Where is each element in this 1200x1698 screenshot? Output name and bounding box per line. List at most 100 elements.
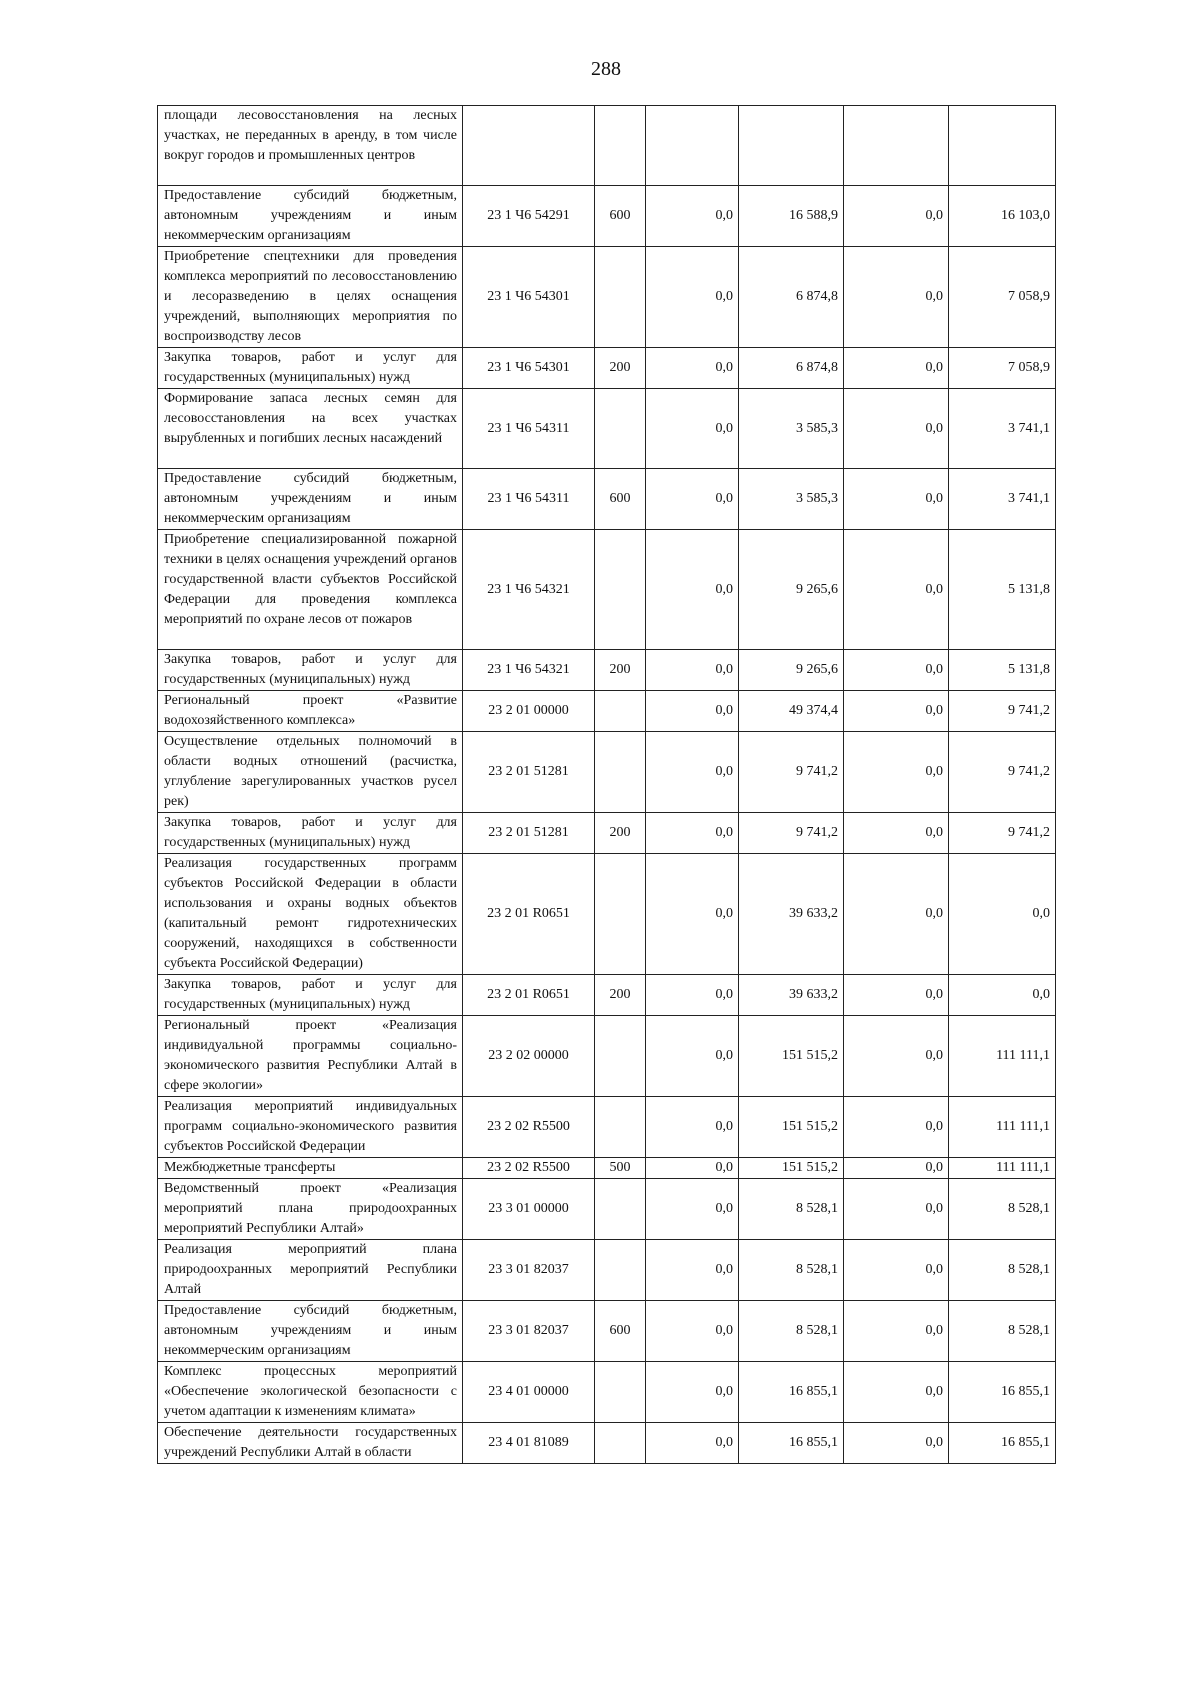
expense-type: 200 [594, 974, 646, 1016]
value-col-4: 3 741,1 [948, 468, 1056, 530]
value-col-4: 16 855,1 [948, 1422, 1056, 1464]
row-name: Закупка товаров, работ и услуг для госуд… [157, 649, 463, 691]
row-name: Комплекс процессных мероприятий «Обеспеч… [157, 1361, 463, 1423]
table-row: Комплекс процессных мероприятий «Обеспеч… [157, 1361, 1056, 1423]
value-col-2: 39 633,2 [738, 853, 844, 975]
table-row: Закупка товаров, работ и услуг для госуд… [157, 347, 1056, 389]
target-code: 23 1 Ч6 54301 [462, 246, 595, 348]
value-col-3: 0,0 [843, 185, 949, 247]
value-col-4: 16 855,1 [948, 1361, 1056, 1423]
table-row: Региональный проект «Развитие водохозяйс… [157, 690, 1056, 732]
value-col-1: 0,0 [645, 246, 739, 348]
value-col-1: 0,0 [645, 1422, 739, 1464]
value-col-3: 0,0 [843, 1300, 949, 1362]
expense-type [594, 1422, 646, 1464]
row-name: Региональный проект «Развитие водохозяйс… [157, 690, 463, 732]
value-col-2: 9 741,2 [738, 812, 844, 854]
row-name: Реализация государственных программ субъ… [157, 853, 463, 975]
value-col-2: 16 855,1 [738, 1361, 844, 1423]
table-row: Реализация мероприятий индивидуальных пр… [157, 1096, 1056, 1158]
target-code: 23 2 02 R5500 [462, 1096, 595, 1158]
value-col-3: 0,0 [843, 468, 949, 530]
target-code: 23 2 01 51281 [462, 812, 595, 854]
value-col-3: 0,0 [843, 1239, 949, 1301]
row-name: площади лесовосстановления на лесных уча… [157, 105, 463, 186]
target-code: 23 3 01 00000 [462, 1178, 595, 1240]
row-name: Закупка товаров, работ и услуг для госуд… [157, 974, 463, 1016]
expense-type [594, 105, 646, 186]
value-col-2: 16 588,9 [738, 185, 844, 247]
value-col-1: 0,0 [645, 974, 739, 1016]
row-name: Обеспечение деятельности государственных… [157, 1422, 463, 1464]
expense-type [594, 690, 646, 732]
value-col-1: 0,0 [645, 1178, 739, 1240]
value-col-3: 0,0 [843, 731, 949, 813]
value-col-2: 9 265,6 [738, 529, 844, 650]
row-name: Формирование запаса лесных семян для лес… [157, 388, 463, 469]
value-col-2: 3 585,3 [738, 468, 844, 530]
target-code: 23 2 01 51281 [462, 731, 595, 813]
value-col-1: 0,0 [645, 468, 739, 530]
table-row: Осуществление отдельных полномочий в обл… [157, 731, 1056, 813]
target-code: 23 1 Ч6 54321 [462, 649, 595, 691]
value-col-1: 0,0 [645, 185, 739, 247]
table-row: Предоставление субсидий бюджетным, автон… [157, 185, 1056, 247]
value-col-3: 0,0 [843, 347, 949, 389]
expense-type: 200 [594, 812, 646, 854]
row-name: Осуществление отдельных полномочий в обл… [157, 731, 463, 813]
row-name: Межбюджетные трансферты [157, 1157, 463, 1179]
value-col-3: 0,0 [843, 853, 949, 975]
value-col-3: 0,0 [843, 1015, 949, 1097]
expense-type [594, 731, 646, 813]
expense-type: 600 [594, 1300, 646, 1362]
value-col-3: 0,0 [843, 690, 949, 732]
expense-type [594, 388, 646, 469]
value-col-3: 0,0 [843, 1178, 949, 1240]
target-code: 23 1 Ч6 54311 [462, 388, 595, 469]
value-col-4: 5 131,8 [948, 649, 1056, 691]
budget-table: площади лесовосстановления на лесных уча… [157, 105, 1056, 1464]
page-number: 288 [591, 58, 621, 80]
value-col-3: 0,0 [843, 1361, 949, 1423]
value-col-4: 5 131,8 [948, 529, 1056, 650]
target-code: 23 3 01 82037 [462, 1300, 595, 1362]
table-row: площади лесовосстановления на лесных уча… [157, 105, 1056, 186]
expense-type: 200 [594, 347, 646, 389]
value-col-1: 0,0 [645, 731, 739, 813]
value-col-2: 9 741,2 [738, 731, 844, 813]
table-row: Предоставление субсидий бюджетным, автон… [157, 468, 1056, 530]
table-row: Реализация государственных программ субъ… [157, 853, 1056, 975]
value-col-2: 9 265,6 [738, 649, 844, 691]
value-col-4: 9 741,2 [948, 812, 1056, 854]
row-name: Приобретение спецтехники для проведения … [157, 246, 463, 348]
expense-type: 200 [594, 649, 646, 691]
table-row: Формирование запаса лесных семян для лес… [157, 388, 1056, 469]
value-col-2 [738, 105, 844, 186]
expense-type [594, 1361, 646, 1423]
value-col-3: 0,0 [843, 246, 949, 348]
table-row: Закупка товаров, работ и услуг для госуд… [157, 812, 1056, 854]
value-col-2: 8 528,1 [738, 1178, 844, 1240]
value-col-4: 8 528,1 [948, 1239, 1056, 1301]
value-col-1: 0,0 [645, 690, 739, 732]
value-col-1: 0,0 [645, 853, 739, 975]
target-code [462, 105, 595, 186]
table-row: Приобретение спецтехники для проведения … [157, 246, 1056, 348]
table-row: Предоставление субсидий бюджетным, автон… [157, 1300, 1056, 1362]
value-col-2: 39 633,2 [738, 974, 844, 1016]
table-row: Приобретение специализированной пожарной… [157, 529, 1056, 650]
row-name: Реализация мероприятий плана природоохра… [157, 1239, 463, 1301]
value-col-1: 0,0 [645, 388, 739, 469]
expense-type [594, 853, 646, 975]
value-col-4: 111 111,1 [948, 1157, 1056, 1179]
value-col-1: 0,0 [645, 1361, 739, 1423]
value-col-1: 0,0 [645, 1015, 739, 1097]
value-col-4: 8 528,1 [948, 1300, 1056, 1362]
row-name: Региональный проект «Реализация индивиду… [157, 1015, 463, 1097]
row-name: Предоставление субсидий бюджетным, автон… [157, 185, 463, 247]
target-code: 23 2 02 R5500 [462, 1157, 595, 1179]
value-col-4: 8 528,1 [948, 1178, 1056, 1240]
value-col-1: 0,0 [645, 347, 739, 389]
value-col-4: 7 058,9 [948, 347, 1056, 389]
target-code: 23 2 02 00000 [462, 1015, 595, 1097]
